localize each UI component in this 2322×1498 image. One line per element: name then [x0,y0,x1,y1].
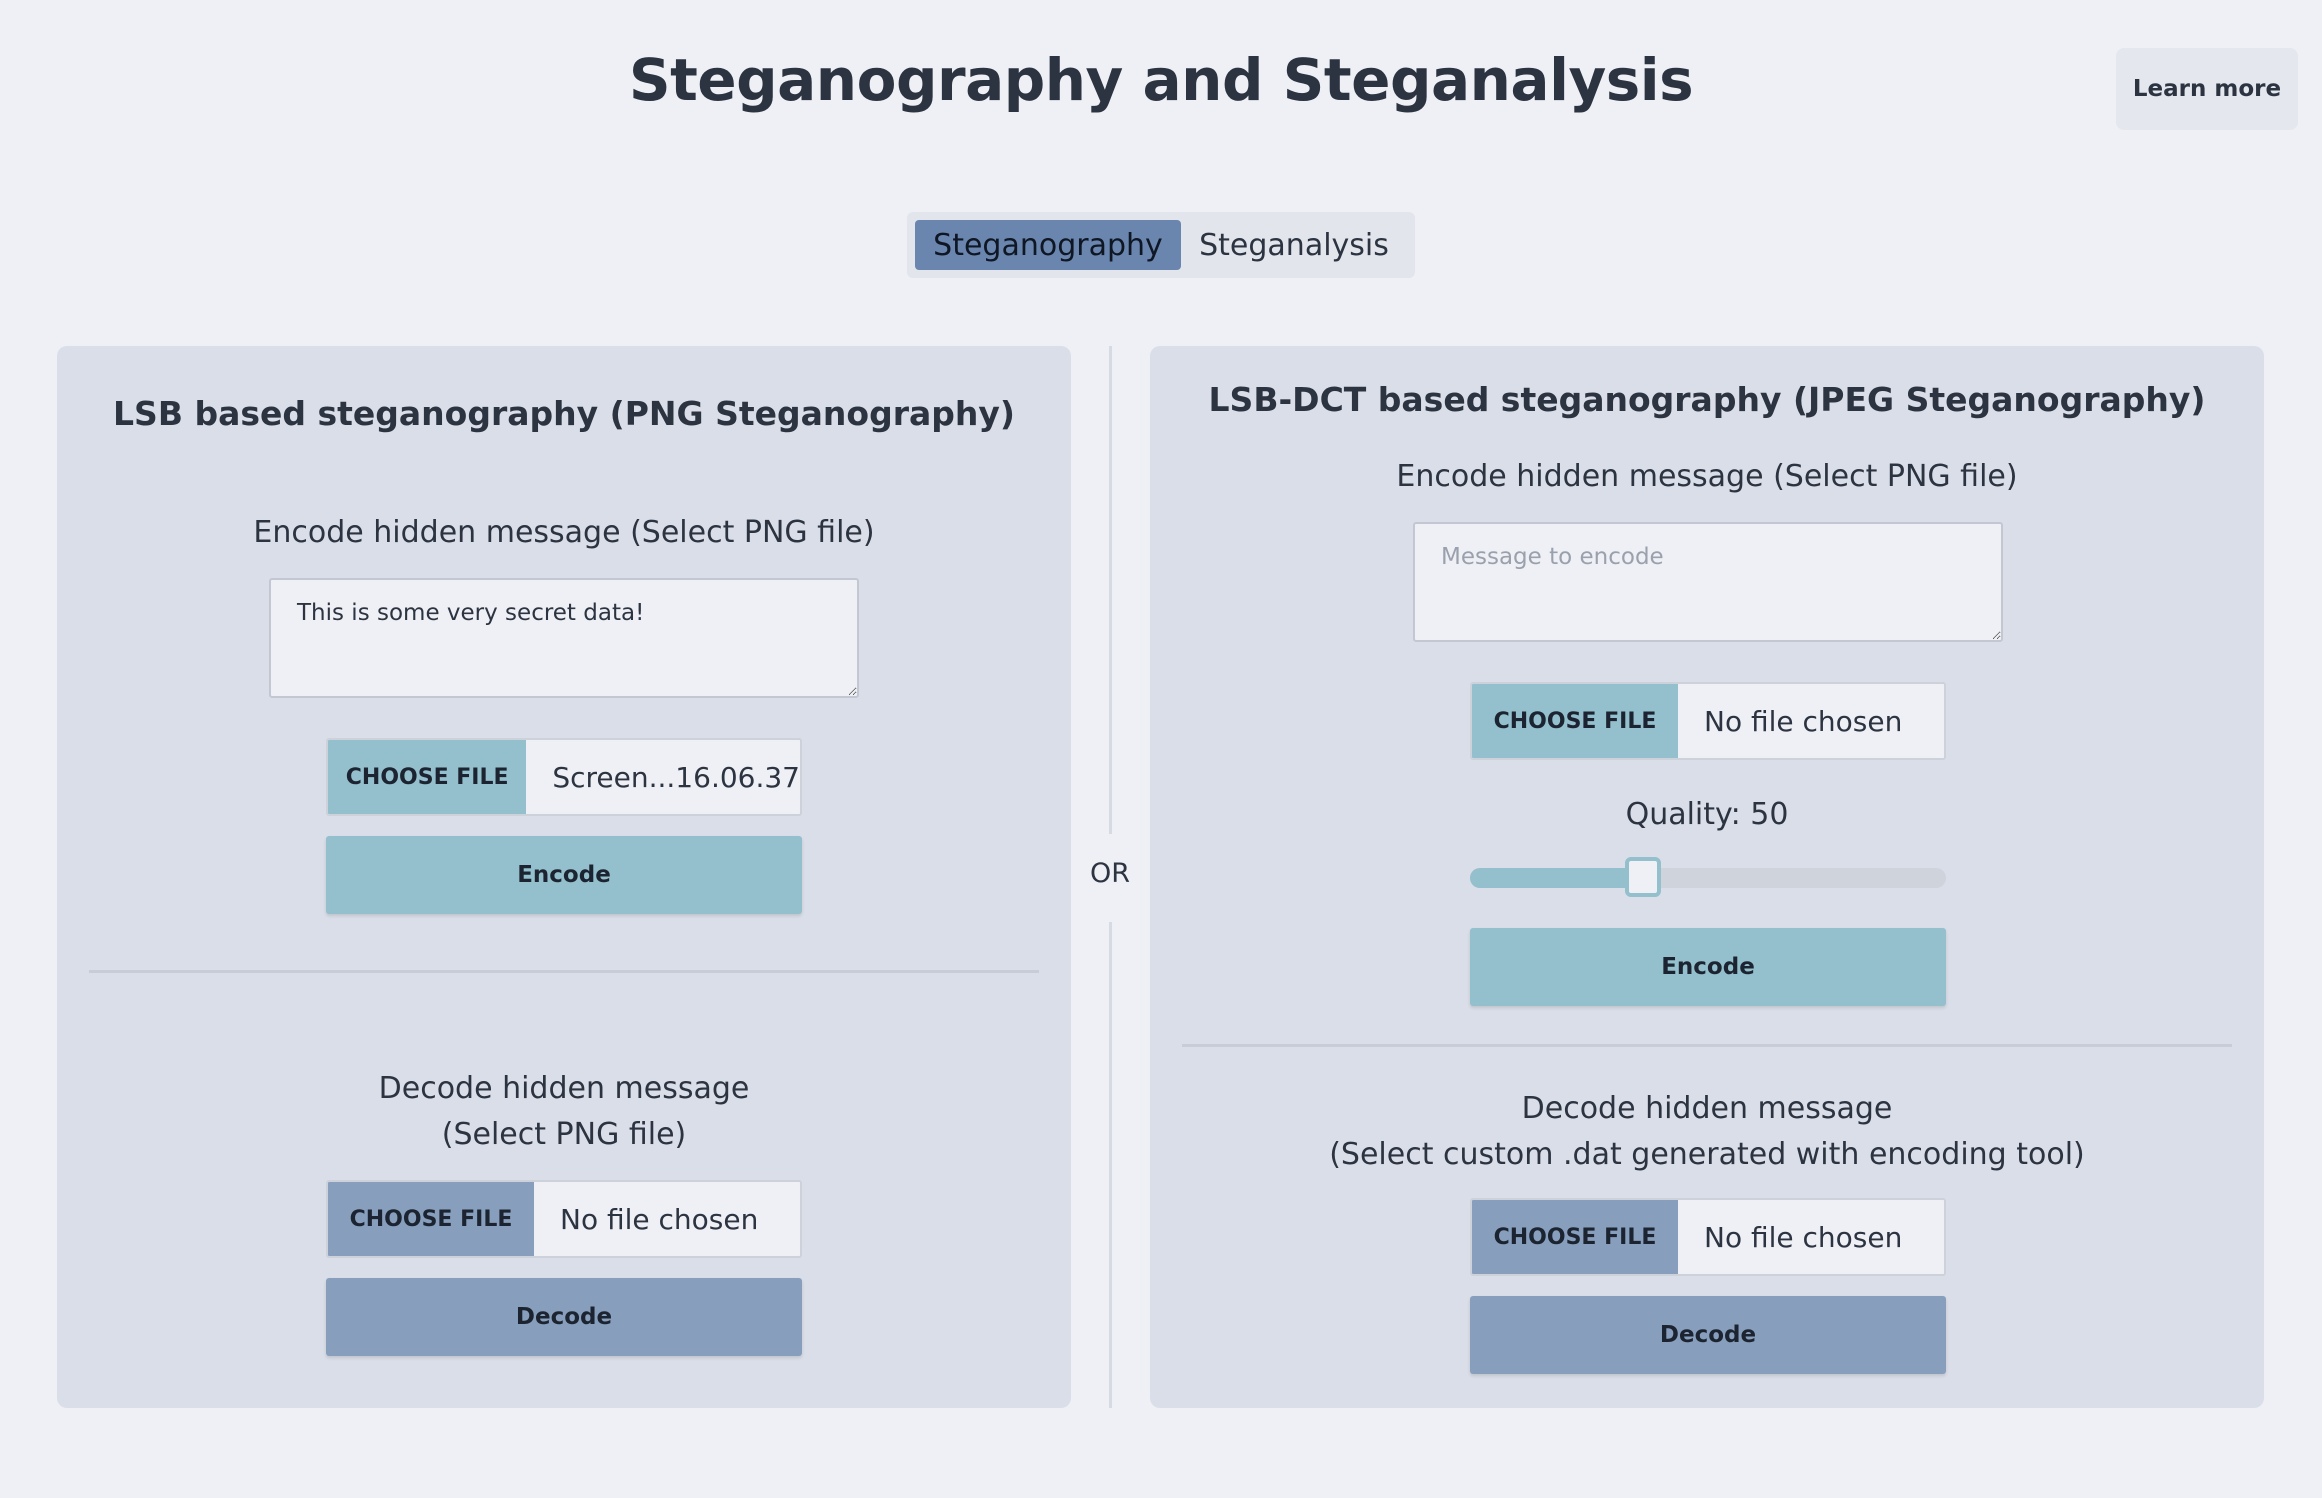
jpeg-quality-label: Quality: 50 [1625,797,1789,832]
png-section-divider [89,970,1039,973]
tab-steganography[interactable]: Steganography [915,220,1181,270]
jpeg-decode-heading-line1: Decode hidden message [1521,1091,1893,1126]
jpeg-quality-slider-thumb[interactable] [1624,857,1661,897]
jpeg-encode-file-name: No file chosen [1678,684,1944,758]
jpeg-decode-file-name: No file chosen [1678,1200,1944,1274]
jpeg-encode-button[interactable]: Encode [1470,928,1946,1006]
jpeg-encode-heading: Encode hidden message (Select PNG file) [1396,459,2018,494]
tab-steganalysis[interactable]: Steganalysis [1199,227,1389,263]
jpeg-decode-file-input[interactable]: CHOOSE FILE No file chosen [1470,1198,1946,1276]
png-decode-heading-line2: (Select PNG file) [441,1117,687,1152]
png-encode-heading: Encode hidden message (Select PNG file) [253,515,875,550]
jpeg-decode-heading-line2: (Select custom .dat generated with encod… [1329,1137,2085,1172]
png-encode-choose-file-button[interactable]: CHOOSE FILE [328,740,527,814]
png-decode-button[interactable]: Decode [326,1278,802,1356]
jpeg-quality-slider[interactable] [1470,857,1946,897]
jpeg-message-input[interactable] [1413,522,2003,642]
separator-or-label: OR [1089,858,1130,889]
jpeg-section-divider [1182,1044,2232,1047]
separator-line-top [1109,346,1112,834]
png-decode-heading-line1: Decode hidden message [378,1071,750,1106]
mode-tabs: Steganography Steganalysis [907,212,1415,278]
png-encode-button[interactable]: Encode [326,836,802,914]
png-encode-file-name: Screen...16.06.37 [526,740,800,814]
jpeg-decode-choose-file-button[interactable]: CHOOSE FILE [1472,1200,1678,1274]
jpeg-quality-slider-fill [1470,868,1655,888]
png-decode-file-input[interactable]: CHOOSE FILE No file chosen [326,1180,802,1258]
separator-line-bottom [1109,922,1112,1408]
jpeg-encode-file-input[interactable]: CHOOSE FILE No file chosen [1470,682,1946,760]
png-panel-title: LSB based steganography (PNG Steganograp… [113,394,1015,433]
jpeg-panel-title: LSB-DCT based steganography (JPEG Stegan… [1208,380,2206,419]
jpeg-decode-button[interactable]: Decode [1470,1296,1946,1374]
png-decode-choose-file-button[interactable]: CHOOSE FILE [328,1182,534,1256]
png-encode-file-input[interactable]: CHOOSE FILE Screen...16.06.37 [326,738,802,816]
png-steganography-panel: LSB based steganography (PNG Steganograp… [57,346,1071,1408]
learn-more-button[interactable]: Learn more [2116,48,2298,130]
png-decode-file-name: No file chosen [534,1182,800,1256]
page-title: Steganography and Steganalysis [628,46,1694,114]
jpeg-encode-choose-file-button[interactable]: CHOOSE FILE [1472,684,1678,758]
jpeg-steganography-panel: LSB-DCT based steganography (JPEG Stegan… [1150,346,2264,1408]
png-message-input[interactable] [269,578,859,698]
